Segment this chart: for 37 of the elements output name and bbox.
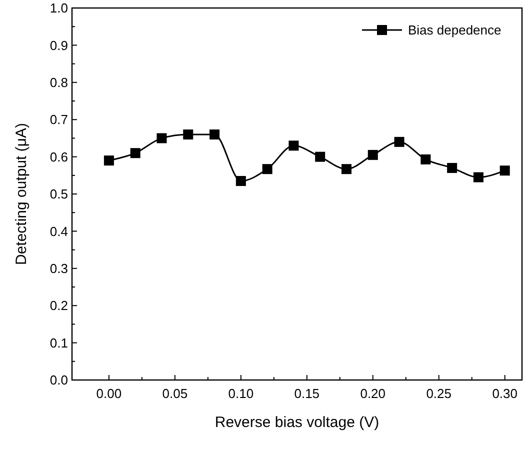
x-tick-label: 0.10 <box>228 386 254 401</box>
y-tick-label: 0.5 <box>50 186 68 202</box>
y-tick-label: 1.0 <box>50 0 68 16</box>
point <box>156 133 167 144</box>
x-tick-label: 0.25 <box>426 386 452 401</box>
x-tick-label: 0.30 <box>492 386 518 401</box>
x-tick-label: 0.15 <box>294 386 320 401</box>
point <box>236 176 246 186</box>
point <box>130 148 140 158</box>
x-tick-label: 0.05 <box>162 386 188 401</box>
y-tick-label: 0.8 <box>50 74 68 90</box>
y-tick-label: 0.3 <box>50 260 68 276</box>
point <box>288 140 299 151</box>
y-tick-label: 0.1 <box>50 335 68 350</box>
point <box>368 150 378 160</box>
point <box>104 156 114 166</box>
y-tick-label: 0.6 <box>50 149 68 164</box>
point <box>394 136 404 147</box>
point <box>341 164 352 174</box>
point <box>183 129 194 140</box>
y-axis-title: Detecting output (μA) <box>13 122 30 266</box>
x-tick-label: 0.20 <box>360 386 386 401</box>
point <box>262 164 272 174</box>
x-tick-label: 0.00 <box>96 386 122 401</box>
point <box>210 129 220 140</box>
point <box>473 172 484 182</box>
y-tick-label: 0.7 <box>50 112 68 128</box>
point <box>420 154 431 164</box>
point <box>500 166 510 176</box>
x-axis-title: Reverse bias voltage (V) <box>214 414 380 431</box>
legend-label: Bias depedence <box>408 22 502 38</box>
y-tick-label: 0.9 <box>50 38 68 53</box>
y-tick-label: 0.2 <box>50 298 68 314</box>
point <box>447 162 458 173</box>
y-tick-label: 0.0 <box>50 372 68 388</box>
point <box>315 152 326 162</box>
y-tick-label: 0.4 <box>50 224 68 239</box>
